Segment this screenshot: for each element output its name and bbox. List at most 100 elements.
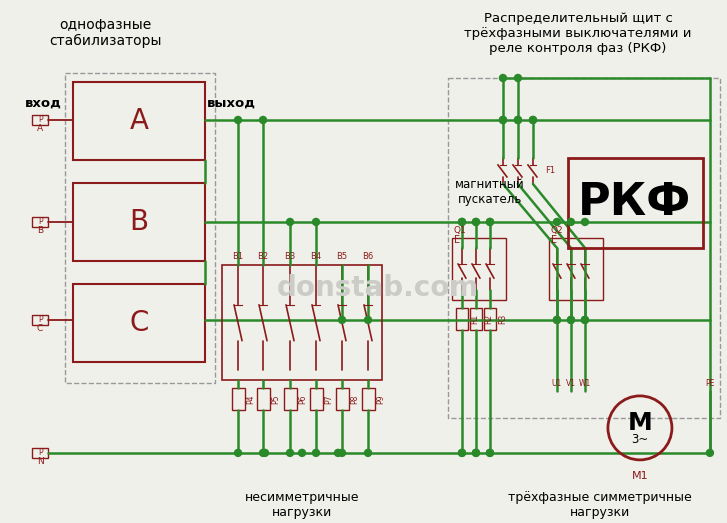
- Circle shape: [707, 449, 713, 457]
- Text: Распределительный щит с
трёхфазными выключателями и
реле контроля фаз (РКФ): Распределительный щит с трёхфазными выкл…: [465, 12, 691, 55]
- Text: C: C: [37, 324, 43, 333]
- Circle shape: [339, 316, 345, 323]
- Text: PE: PE: [705, 379, 715, 389]
- Circle shape: [473, 449, 480, 457]
- Circle shape: [459, 449, 465, 457]
- Text: B2: B2: [257, 253, 268, 262]
- Text: РКФ: РКФ: [578, 181, 691, 224]
- Circle shape: [499, 117, 507, 123]
- Text: P5: P5: [271, 394, 280, 404]
- Circle shape: [486, 449, 494, 457]
- Circle shape: [313, 449, 319, 457]
- Text: B1: B1: [233, 253, 244, 262]
- Circle shape: [299, 449, 305, 457]
- Bar: [73, 183, 205, 261]
- Circle shape: [459, 219, 465, 225]
- Text: E: E: [551, 235, 557, 245]
- Text: P8: P8: [350, 394, 359, 404]
- Text: P: P: [38, 116, 42, 124]
- Text: A: A: [37, 124, 43, 133]
- Text: B3: B3: [284, 253, 296, 262]
- Circle shape: [262, 449, 268, 457]
- Circle shape: [235, 117, 241, 123]
- Bar: [284, 388, 297, 410]
- Bar: [452, 238, 506, 300]
- Text: P7: P7: [324, 394, 333, 404]
- Circle shape: [515, 117, 521, 123]
- Circle shape: [529, 117, 537, 123]
- Circle shape: [486, 219, 494, 225]
- Circle shape: [529, 117, 537, 123]
- Bar: [65, 73, 215, 383]
- Text: R1: R1: [470, 314, 479, 324]
- Text: однофазные
стабилизаторы: однофазные стабилизаторы: [49, 18, 161, 48]
- Text: B6: B6: [362, 253, 374, 262]
- Bar: [448, 78, 720, 418]
- Text: B4: B4: [310, 253, 321, 262]
- Circle shape: [582, 316, 588, 323]
- Bar: [549, 238, 603, 300]
- Bar: [484, 308, 496, 330]
- Text: R3: R3: [498, 314, 507, 324]
- Text: P4: P4: [246, 394, 255, 404]
- Circle shape: [582, 219, 588, 225]
- Bar: [32, 315, 48, 325]
- Circle shape: [486, 449, 494, 457]
- Text: F1: F1: [545, 166, 555, 175]
- Circle shape: [553, 316, 561, 323]
- Text: M: M: [627, 411, 652, 435]
- Text: магнитный
пускатель: магнитный пускатель: [455, 178, 525, 206]
- Text: M1: M1: [632, 471, 648, 481]
- Text: вход: вход: [25, 96, 62, 109]
- Bar: [456, 308, 468, 330]
- Text: трёхфазные симметричные
нагрузки: трёхфазные симметричные нагрузки: [508, 491, 692, 519]
- Text: Q2: Q2: [551, 226, 563, 235]
- Circle shape: [499, 74, 507, 82]
- Circle shape: [473, 219, 480, 225]
- Bar: [222, 265, 382, 380]
- Circle shape: [486, 219, 494, 225]
- Circle shape: [334, 449, 342, 457]
- Circle shape: [286, 449, 294, 457]
- Circle shape: [568, 316, 574, 323]
- Bar: [73, 284, 205, 362]
- Text: P6: P6: [298, 394, 307, 404]
- Circle shape: [553, 219, 561, 225]
- Circle shape: [473, 449, 480, 457]
- Text: R2: R2: [484, 314, 493, 324]
- Text: U1: U1: [552, 379, 562, 389]
- Circle shape: [260, 117, 267, 123]
- Circle shape: [339, 449, 345, 457]
- Bar: [470, 308, 482, 330]
- Bar: [568, 158, 703, 248]
- Circle shape: [286, 219, 294, 225]
- Text: B: B: [37, 226, 43, 235]
- Text: 3~: 3~: [631, 434, 648, 447]
- Text: W1: W1: [579, 379, 591, 389]
- Text: P9: P9: [376, 394, 385, 404]
- Circle shape: [568, 219, 574, 225]
- Text: выход: выход: [207, 96, 256, 109]
- Circle shape: [260, 449, 267, 457]
- Text: V1: V1: [566, 379, 576, 389]
- Text: N: N: [36, 458, 44, 467]
- Circle shape: [515, 74, 521, 82]
- Text: P: P: [38, 315, 42, 324]
- Bar: [32, 217, 48, 227]
- Bar: [257, 388, 270, 410]
- Circle shape: [235, 449, 241, 457]
- Bar: [310, 388, 323, 410]
- Text: E: E: [454, 235, 460, 245]
- Bar: [73, 82, 205, 160]
- Circle shape: [553, 316, 561, 323]
- Text: A: A: [129, 107, 148, 135]
- Text: несимметричные
нагрузки: несимметричные нагрузки: [245, 491, 359, 519]
- Circle shape: [364, 316, 371, 323]
- Circle shape: [582, 316, 588, 323]
- Bar: [362, 388, 375, 410]
- Text: Q1: Q1: [454, 226, 467, 235]
- Circle shape: [459, 449, 465, 457]
- Text: P: P: [38, 448, 42, 458]
- Text: B5: B5: [337, 253, 348, 262]
- Bar: [336, 388, 349, 410]
